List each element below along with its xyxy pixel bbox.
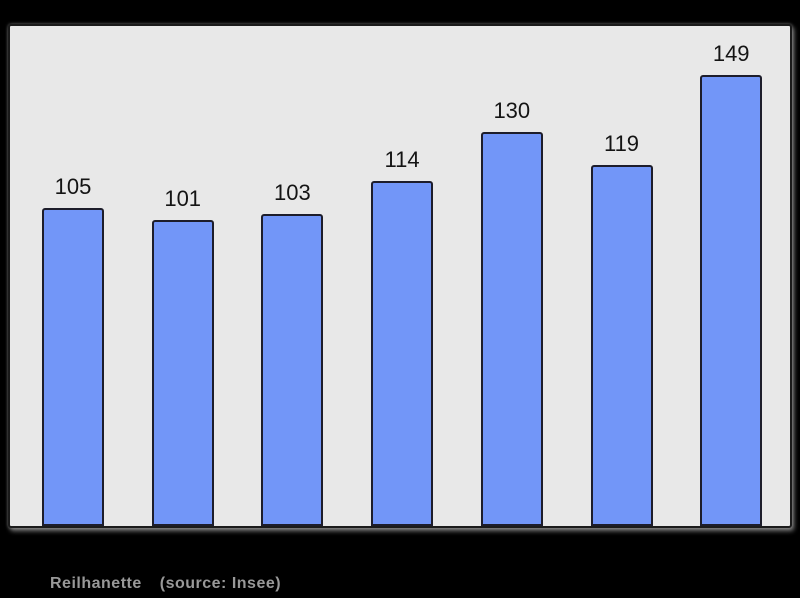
bar [480,132,543,526]
bar-value-label: 130 [493,98,531,124]
chart-caption: Reilhanette (source: Insee) [50,575,281,593]
bar-value-label: 119 [603,131,640,157]
bar-value-label: 103 [274,179,311,205]
caption-source: (source: Insee) [159,575,282,592]
caption-title: Reilhanette [50,575,142,592]
bar [42,207,104,526]
bar [261,213,324,526]
bar [371,180,434,526]
bar [151,219,214,526]
bar [590,165,653,526]
bar-value-label: 149 [712,40,750,66]
plot-area: 105 101 103 114 130 119 149 [10,26,790,526]
bar-value-label: 105 [54,173,92,199]
chart-frame: 105 101 103 114 130 119 149 [8,24,792,528]
bar-value-label: 101 [164,185,202,211]
bar-value-label: 114 [384,146,420,172]
bar [700,74,763,526]
